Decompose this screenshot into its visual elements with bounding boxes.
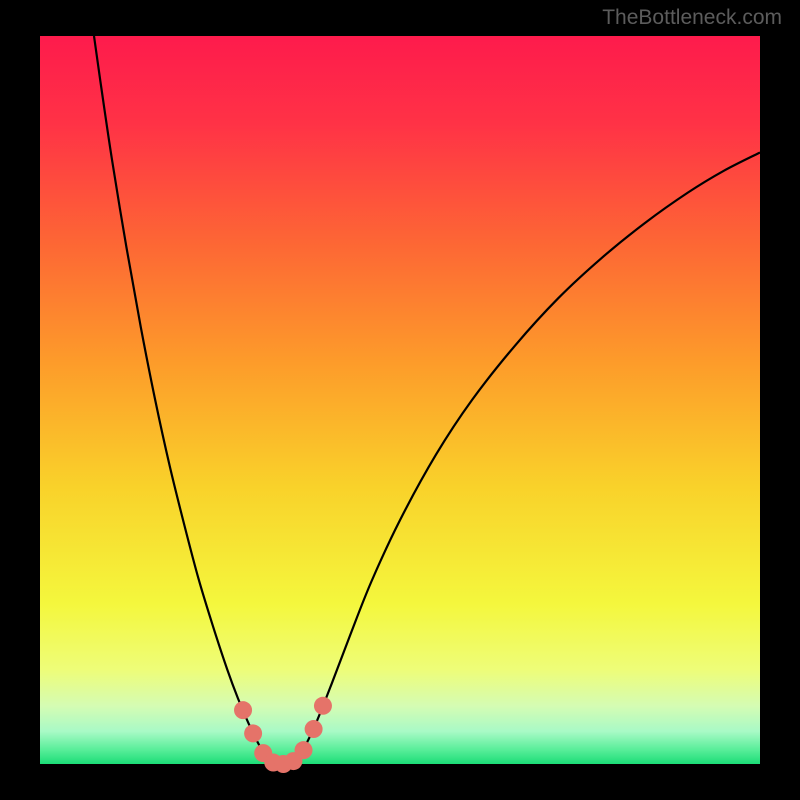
- marker-point: [244, 724, 262, 742]
- marker-point: [234, 701, 252, 719]
- marker-point: [314, 697, 332, 715]
- marker-point: [295, 741, 313, 759]
- plot-background: [40, 36, 760, 764]
- watermark-text: TheBottleneck.com: [602, 6, 782, 30]
- marker-point: [305, 720, 323, 738]
- chart-container: TheBottleneck.com: [0, 0, 800, 800]
- bottleneck-chart: [0, 0, 800, 800]
